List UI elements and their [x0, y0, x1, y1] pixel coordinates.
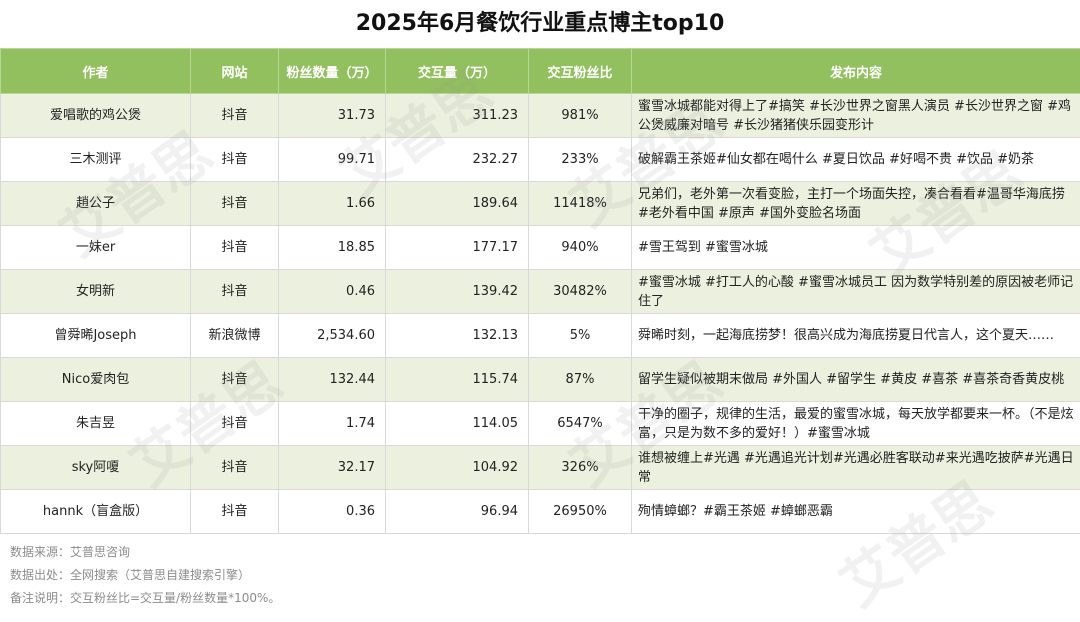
ratio-cell: 326% — [529, 446, 632, 490]
content-cell: 兄弟们，老外第一次看变脸，主打一个场面失控，凑合看看#温哥华海底捞 #老外看中国… — [632, 182, 1080, 226]
site-cell: 抖音 — [191, 94, 279, 138]
fans-cell: 2,534.60 — [279, 314, 386, 358]
interactions-cell: 104.92 — [386, 446, 529, 490]
table-row: 女明新 抖音 0.46 139.42 30482% #蜜雪冰城 #打工人的心酸 … — [1, 270, 1080, 314]
content-cell: 干净的圈子，规律的生活，最爱的蜜雪冰城，每天放学都要来一杯。（不是炫富，只是为数… — [632, 402, 1080, 446]
author-cell: 曾舜晞Joseph — [1, 314, 191, 358]
ratio-cell: 981% — [529, 94, 632, 138]
fans-cell: 0.36 — [279, 490, 386, 534]
ratio-cell: 940% — [529, 226, 632, 270]
site-cell: 抖音 — [191, 358, 279, 402]
table-row: hannk（盲盒版） 抖音 0.36 96.94 26950% 殉情蟑螂？#霸王… — [1, 490, 1080, 534]
fans-cell: 32.17 — [279, 446, 386, 490]
content-cell: 谁想被缠上#光遇 #光遇追光计划#光遇必胜客联动#来光遇吃披萨#光遇日常 — [632, 446, 1080, 490]
content-cell: 舜晞时刻，一起海底捞梦！很高兴成为海底捞夏日代言人，这个夏天…… — [632, 314, 1080, 358]
data-origin-note: 数据出处：全网搜索（艾普思自建搜索引擎） — [10, 564, 280, 587]
interactions-cell: 114.05 — [386, 402, 529, 446]
site-cell: 抖音 — [191, 446, 279, 490]
content-cell: #雪王驾到 #蜜雪冰城 — [632, 226, 1080, 270]
data-source-note: 数据来源：艾普思咨询 — [10, 541, 280, 564]
content-cell: 留学生疑似被期末做局 #外国人 #留学生 #黄皮 #喜茶 #喜茶奇香黄皮桃 — [632, 358, 1080, 402]
site-cell: 新浪微博 — [191, 314, 279, 358]
ratio-cell: 87% — [529, 358, 632, 402]
header-interactions: 交互量（万） — [386, 49, 529, 94]
author-cell: hannk（盲盒版） — [1, 490, 191, 534]
fans-cell: 1.74 — [279, 402, 386, 446]
table-row: 三木测评 抖音 99.71 232.27 233% 破解霸王茶姬#仙女都在喝什么… — [1, 138, 1080, 182]
bloggers-table: 作者 网站 粉丝数量（万） 交互量（万） 交互粉丝比 发布内容 爱唱歌的鸡公煲 … — [0, 48, 1080, 534]
table-row: 趙公子 抖音 1.66 189.64 11418% 兄弟们，老外第一次看变脸，主… — [1, 182, 1080, 226]
interactions-cell: 115.74 — [386, 358, 529, 402]
table-row: sky阿嗄 抖音 32.17 104.92 326% 谁想被缠上#光遇 #光遇追… — [1, 446, 1080, 490]
author-cell: 爱唱歌的鸡公煲 — [1, 94, 191, 138]
site-cell: 抖音 — [191, 182, 279, 226]
page-title: 2025年6月餐饮行业重点博主top10 — [0, 0, 1080, 48]
interactions-cell: 177.17 — [386, 226, 529, 270]
table-header-row: 作者 网站 粉丝数量（万） 交互量（万） 交互粉丝比 发布内容 — [1, 49, 1080, 94]
ratio-cell: 233% — [529, 138, 632, 182]
footnotes: 数据来源：艾普思咨询 数据出处：全网搜索（艾普思自建搜索引擎） 备注说明：交互粉… — [10, 541, 280, 610]
content-cell: 破解霸王茶姬#仙女都在喝什么 #夏日饮品 #好喝不贵 #饮品 #奶茶 — [632, 138, 1080, 182]
site-cell: 抖音 — [191, 226, 279, 270]
table-row: 曾舜晞Joseph 新浪微博 2,534.60 132.13 5% 舜晞时刻，一… — [1, 314, 1080, 358]
header-author: 作者 — [1, 49, 191, 94]
fans-cell: 99.71 — [279, 138, 386, 182]
table-row: 爱唱歌的鸡公煲 抖音 31.73 311.23 981% 蜜雪冰城都能对得上了#… — [1, 94, 1080, 138]
remark-note: 备注说明：交互粉丝比=交互量/粉丝数量*100%。 — [10, 587, 280, 610]
author-cell: 三木测评 — [1, 138, 191, 182]
header-fans: 粉丝数量（万） — [279, 49, 386, 94]
table-row: Nico爱肉包 抖音 132.44 115.74 87% 留学生疑似被期末做局 … — [1, 358, 1080, 402]
content-cell: #蜜雪冰城 #打工人的心酸 #蜜雪冰城员工 因为数学特别差的原因被老师记住了 — [632, 270, 1080, 314]
fans-cell: 0.46 — [279, 270, 386, 314]
fans-cell: 1.66 — [279, 182, 386, 226]
author-cell: 朱吉昱 — [1, 402, 191, 446]
ratio-cell: 30482% — [529, 270, 632, 314]
interactions-cell: 132.13 — [386, 314, 529, 358]
table-row: 朱吉昱 抖音 1.74 114.05 6547% 干净的圈子，规律的生活，最爱的… — [1, 402, 1080, 446]
site-cell: 抖音 — [191, 270, 279, 314]
author-cell: sky阿嗄 — [1, 446, 191, 490]
site-cell: 抖音 — [191, 402, 279, 446]
fans-cell: 132.44 — [279, 358, 386, 402]
header-site: 网站 — [191, 49, 279, 94]
fans-cell: 31.73 — [279, 94, 386, 138]
author-cell: Nico爱肉包 — [1, 358, 191, 402]
content-cell: 殉情蟑螂？#霸王茶姬 #蟑螂恶霸 — [632, 490, 1080, 534]
ratio-cell: 11418% — [529, 182, 632, 226]
author-cell: 趙公子 — [1, 182, 191, 226]
interactions-cell: 189.64 — [386, 182, 529, 226]
interactions-cell: 311.23 — [386, 94, 529, 138]
ratio-cell: 6547% — [529, 402, 632, 446]
author-cell: 女明新 — [1, 270, 191, 314]
interactions-cell: 232.27 — [386, 138, 529, 182]
ratio-cell: 5% — [529, 314, 632, 358]
interactions-cell: 139.42 — [386, 270, 529, 314]
author-cell: 一妹er — [1, 226, 191, 270]
ratio-cell: 26950% — [529, 490, 632, 534]
interactions-cell: 96.94 — [386, 490, 529, 534]
site-cell: 抖音 — [191, 490, 279, 534]
site-cell: 抖音 — [191, 138, 279, 182]
content-cell: 蜜雪冰城都能对得上了#搞笑 #长沙世界之窗黑人演员 #长沙世界之窗 #鸡公煲威廉… — [632, 94, 1080, 138]
fans-cell: 18.85 — [279, 226, 386, 270]
header-content: 发布内容 — [632, 49, 1080, 94]
header-ratio: 交互粉丝比 — [529, 49, 632, 94]
table-row: 一妹er 抖音 18.85 177.17 940% #雪王驾到 #蜜雪冰城 — [1, 226, 1080, 270]
